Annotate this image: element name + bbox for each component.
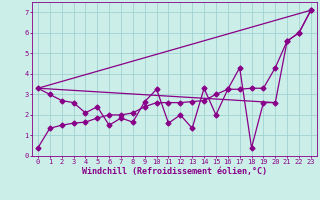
X-axis label: Windchill (Refroidissement éolien,°C): Windchill (Refroidissement éolien,°C) [82,167,267,176]
